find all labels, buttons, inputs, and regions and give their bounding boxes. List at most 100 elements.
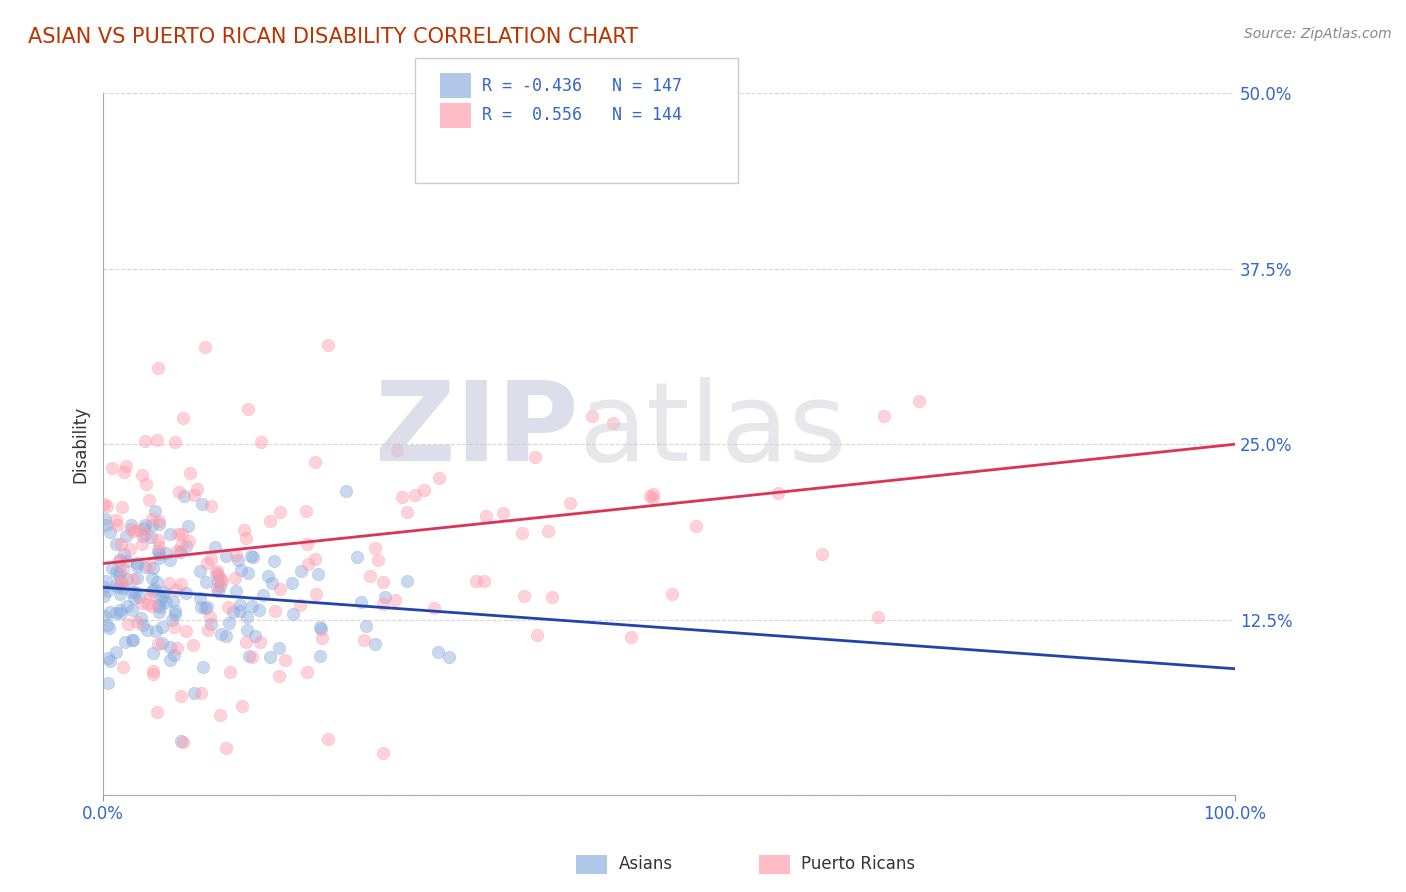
Point — [208, 708, 231, 723]
Point — [98, 654, 121, 668]
Point — [318, 337, 340, 351]
Point — [108, 587, 131, 601]
Point — [148, 547, 170, 561]
Point — [395, 574, 418, 588]
Point — [492, 506, 515, 520]
Point — [152, 589, 174, 603]
Point — [163, 620, 186, 634]
Point — [259, 649, 281, 664]
Point — [141, 571, 163, 585]
Point — [297, 557, 319, 571]
Point — [309, 622, 332, 636]
Point — [374, 590, 396, 604]
Point — [281, 576, 304, 591]
Point — [146, 637, 169, 651]
Point — [167, 527, 190, 541]
Point — [108, 568, 131, 582]
Point — [120, 522, 142, 536]
Point — [93, 580, 115, 594]
Point — [122, 591, 145, 605]
Point — [93, 497, 115, 511]
Point — [172, 411, 194, 425]
Point — [110, 575, 132, 590]
Point — [523, 450, 546, 464]
Point — [148, 514, 170, 528]
Point — [198, 610, 221, 624]
Point — [472, 574, 495, 588]
Point — [111, 500, 134, 515]
Point — [197, 623, 219, 637]
Point — [165, 582, 187, 597]
Point — [150, 619, 173, 633]
Point — [288, 598, 311, 612]
Point — [194, 601, 217, 615]
Point — [307, 567, 329, 582]
Point — [134, 434, 156, 448]
Point — [267, 669, 290, 683]
Point — [209, 572, 232, 586]
Point — [148, 540, 170, 554]
Point — [205, 564, 228, 578]
Point — [290, 564, 312, 578]
Point — [643, 486, 665, 500]
Point — [134, 521, 156, 535]
Point — [205, 581, 228, 595]
Point — [207, 568, 229, 582]
Point — [242, 549, 264, 564]
Point — [121, 603, 143, 617]
Point — [872, 409, 894, 424]
Point — [129, 611, 152, 625]
Point — [200, 499, 222, 513]
Point — [98, 621, 121, 635]
Point — [195, 556, 218, 570]
Point — [423, 600, 446, 615]
Point — [138, 493, 160, 508]
Point — [229, 598, 252, 612]
Point — [250, 434, 273, 449]
Point — [94, 512, 117, 526]
Point — [110, 607, 132, 621]
Point — [193, 340, 215, 354]
Text: Asians: Asians — [619, 855, 672, 873]
Point — [259, 514, 281, 528]
Point — [211, 574, 233, 589]
Point — [335, 483, 357, 498]
Point — [661, 587, 683, 601]
Point — [159, 553, 181, 567]
Point — [908, 393, 931, 408]
Point — [100, 460, 122, 475]
Point — [105, 517, 128, 532]
Point — [114, 458, 136, 473]
Point — [204, 541, 226, 555]
Point — [200, 617, 222, 632]
Point — [142, 667, 165, 681]
Point — [232, 523, 254, 537]
Point — [238, 401, 260, 416]
Point — [239, 549, 262, 563]
Point — [263, 554, 285, 568]
Point — [214, 629, 236, 643]
Point — [110, 537, 132, 551]
Point — [149, 600, 172, 615]
Point — [353, 632, 375, 647]
Point — [170, 539, 193, 553]
Point — [150, 635, 173, 649]
Point — [224, 570, 246, 584]
Point — [138, 558, 160, 573]
Point — [510, 525, 533, 540]
Point — [257, 568, 280, 582]
Point — [141, 530, 163, 544]
Point — [218, 615, 240, 630]
Point — [105, 606, 128, 620]
Point — [191, 498, 214, 512]
Point — [148, 550, 170, 565]
Point — [190, 599, 212, 614]
Point — [172, 735, 194, 749]
Point — [146, 705, 169, 719]
Point — [602, 416, 624, 430]
Point — [108, 566, 131, 580]
Point — [142, 582, 165, 596]
Point — [537, 524, 560, 539]
Point — [188, 591, 211, 606]
Point — [384, 593, 406, 607]
